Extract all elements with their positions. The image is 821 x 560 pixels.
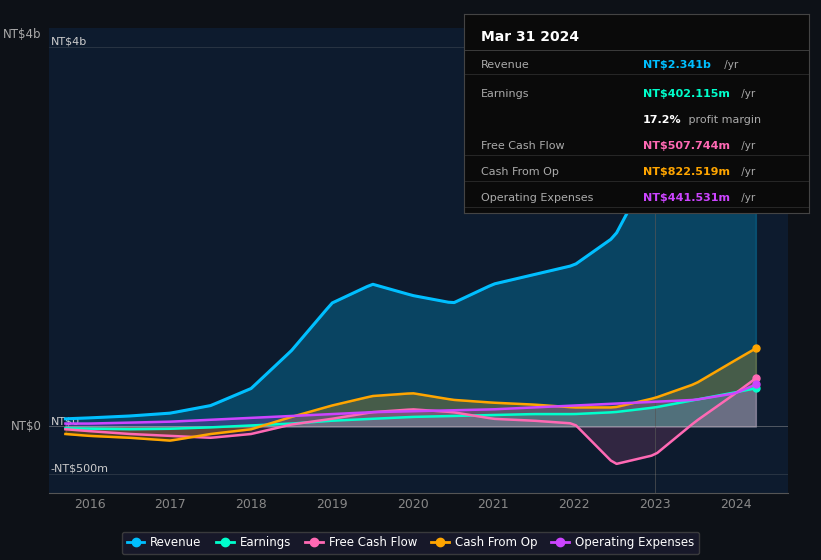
Text: NT$4b: NT$4b [3,28,42,41]
Text: /yr: /yr [738,90,755,100]
Text: NT$4b: NT$4b [51,37,87,47]
Text: -NT$500m: -NT$500m [51,464,108,474]
Text: Mar 31 2024: Mar 31 2024 [481,30,580,44]
Text: NT$0: NT$0 [51,417,80,426]
Text: NT$2.341b: NT$2.341b [643,60,711,69]
Text: NT$0: NT$0 [11,420,42,433]
Text: NT$441.531m: NT$441.531m [643,193,730,203]
Text: Cash From Op: Cash From Op [481,167,559,177]
Text: profit margin: profit margin [685,115,761,125]
Text: /yr: /yr [738,193,755,203]
Text: NT$822.519m: NT$822.519m [643,167,730,177]
Text: Operating Expenses: Operating Expenses [481,193,594,203]
Text: /yr: /yr [738,141,755,151]
Legend: Revenue, Earnings, Free Cash Flow, Cash From Op, Operating Expenses: Revenue, Earnings, Free Cash Flow, Cash … [122,531,699,554]
Text: Earnings: Earnings [481,90,530,100]
Text: NT$402.115m: NT$402.115m [643,90,730,100]
Text: 17.2%: 17.2% [643,115,681,125]
Text: Revenue: Revenue [481,60,530,69]
Text: /yr: /yr [738,167,755,177]
Text: Free Cash Flow: Free Cash Flow [481,141,565,151]
Text: NT$507.744m: NT$507.744m [643,141,730,151]
Text: /yr: /yr [721,60,738,69]
